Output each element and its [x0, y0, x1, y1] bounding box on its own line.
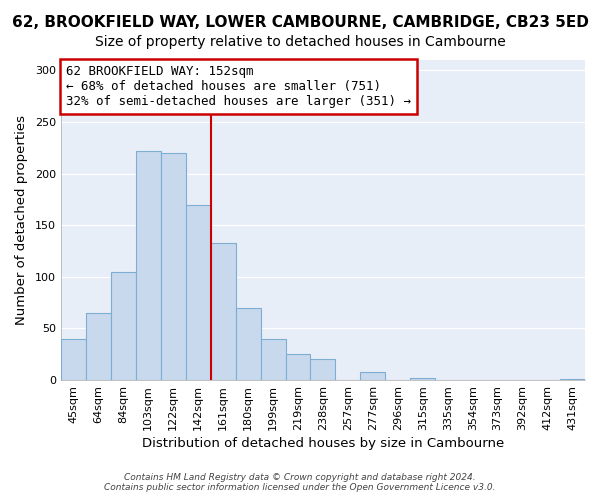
- Bar: [310, 360, 335, 380]
- Bar: [111, 272, 136, 380]
- Y-axis label: Number of detached properties: Number of detached properties: [15, 115, 28, 325]
- Bar: [211, 242, 236, 380]
- Bar: [410, 378, 435, 380]
- Text: 62 BROOKFIELD WAY: 152sqm
← 68% of detached houses are smaller (751)
32% of semi: 62 BROOKFIELD WAY: 152sqm ← 68% of detac…: [66, 65, 411, 108]
- Text: Size of property relative to detached houses in Cambourne: Size of property relative to detached ho…: [95, 35, 505, 49]
- Bar: [186, 204, 211, 380]
- Bar: [560, 379, 585, 380]
- Bar: [86, 313, 111, 380]
- X-axis label: Distribution of detached houses by size in Cambourne: Distribution of detached houses by size …: [142, 437, 504, 450]
- Bar: [61, 339, 86, 380]
- Bar: [260, 339, 286, 380]
- Bar: [136, 151, 161, 380]
- Bar: [236, 308, 260, 380]
- Bar: [286, 354, 310, 380]
- Text: 62, BROOKFIELD WAY, LOWER CAMBOURNE, CAMBRIDGE, CB23 5ED: 62, BROOKFIELD WAY, LOWER CAMBOURNE, CAM…: [11, 15, 589, 30]
- Bar: [161, 153, 186, 380]
- Text: Contains HM Land Registry data © Crown copyright and database right 2024.
Contai: Contains HM Land Registry data © Crown c…: [104, 473, 496, 492]
- Bar: [361, 372, 385, 380]
